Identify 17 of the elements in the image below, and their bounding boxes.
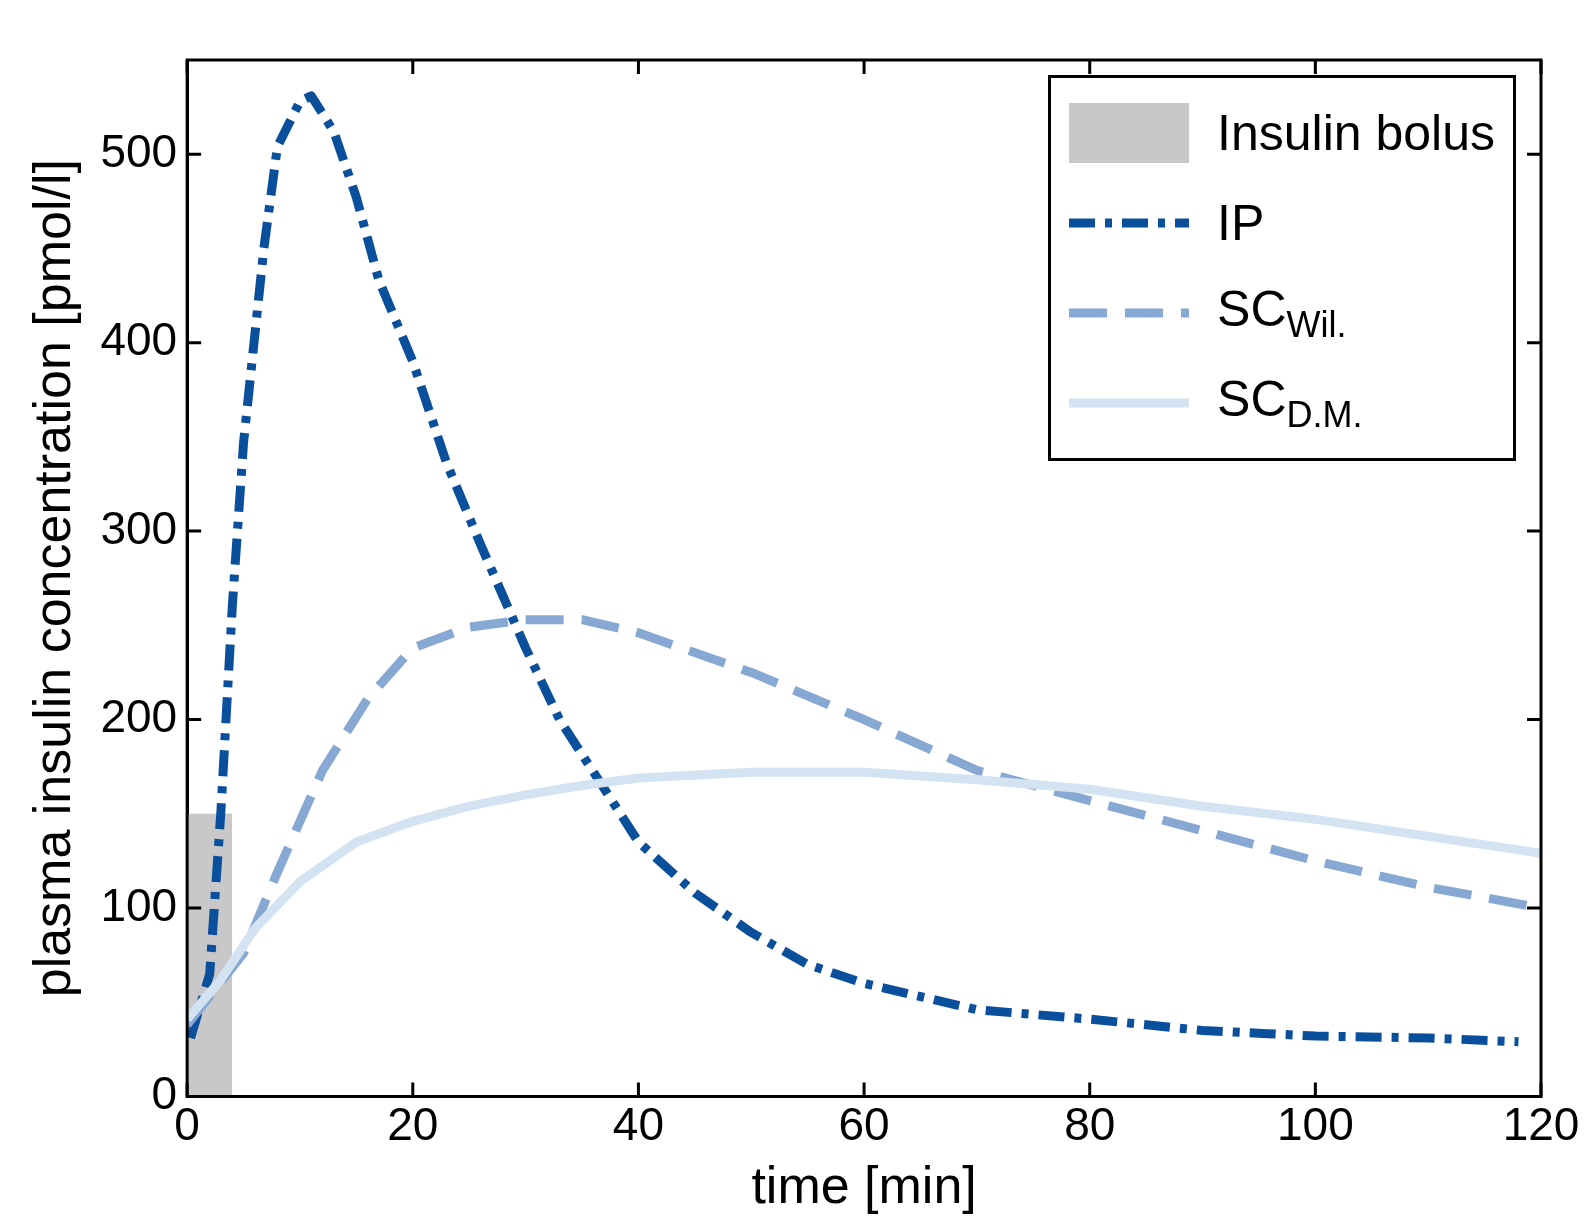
x-axis-title: time [min] [751,1156,977,1215]
legend-label: SC$_{D.M.}$ [1217,370,1363,435]
x-tick-label: 60 [838,1097,890,1150]
x-tick-label: 20 [387,1097,439,1150]
x-tick-label: 40 [612,1097,665,1150]
y-tick-label: 200 [100,690,178,743]
y-axis-title: plasma insulin concentration [pmol/l] [22,159,81,998]
y-tick-label: 500 [100,124,178,177]
legend-label: IP [1217,195,1265,251]
y-tick-label: 100 [100,878,178,931]
y-tick-label: 300 [100,501,178,554]
legend-label: SC$_{Wil.}$ [1217,280,1347,345]
x-tick-label: 100 [1276,1097,1354,1150]
x-tick-label: 120 [1502,1097,1580,1150]
legend-label: Insulin bolus [1217,105,1495,161]
x-tick-label: 80 [1064,1097,1116,1150]
y-tick-label: 400 [100,313,178,366]
